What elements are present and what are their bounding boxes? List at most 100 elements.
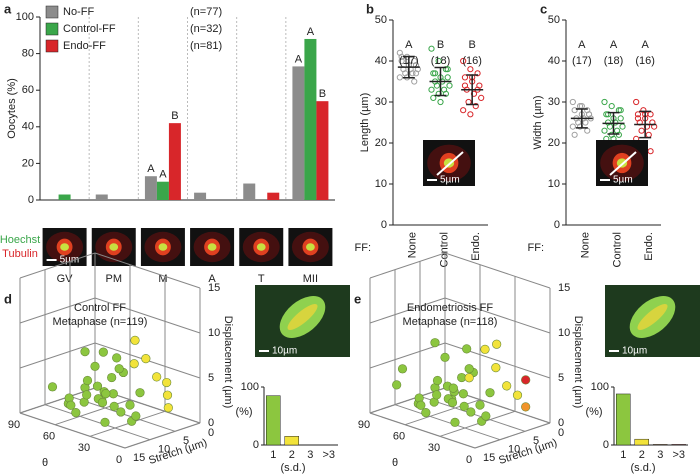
dot <box>472 103 479 110</box>
panel-label: a <box>4 1 12 16</box>
point <box>162 390 173 400</box>
grid-line <box>19 252 96 279</box>
group-letter: B <box>437 39 444 51</box>
grid-line <box>44 404 151 441</box>
scale-bar-label: 10µm <box>622 346 647 357</box>
chromosomes <box>637 304 668 330</box>
point <box>100 417 110 427</box>
grid-line <box>439 410 516 437</box>
y-axis-label: Width (µm) <box>532 95 544 149</box>
y-tick-label: 30 <box>548 96 560 108</box>
dot <box>460 57 467 65</box>
point <box>116 407 126 417</box>
chart-title: Control FF <box>74 302 126 314</box>
y-tick-label: 60 <box>22 84 34 96</box>
chromatin <box>109 243 119 251</box>
bar <box>156 181 169 200</box>
legend-n: (n=81) <box>190 40 222 52</box>
y-tick-label: 10 <box>375 178 387 190</box>
dot <box>460 107 467 114</box>
point <box>114 364 124 374</box>
grid-line <box>19 342 96 369</box>
group-n: (18) <box>431 55 451 67</box>
x-tick-label: 0 <box>466 454 472 466</box>
dot <box>576 123 584 130</box>
dot <box>432 70 439 77</box>
dot <box>634 111 642 118</box>
grid-line <box>94 252 201 289</box>
y-tick-label: 40 <box>375 55 387 67</box>
y-tick-label: 30 <box>375 96 387 108</box>
dot <box>467 111 474 118</box>
y-tick-label: 0 <box>554 219 560 231</box>
panel-label: c <box>540 1 547 16</box>
group-letter: A <box>641 39 649 51</box>
x-axis-label: FF: <box>355 242 372 254</box>
dot <box>569 98 576 106</box>
z-axis-label: Displacement (µm) <box>222 316 234 409</box>
chart-subtitle: Metaphase (n=118) <box>403 316 498 328</box>
legend-n: (n=32) <box>190 23 222 35</box>
x-tick-label: 0 <box>116 454 122 466</box>
point <box>66 400 76 410</box>
point <box>397 364 408 374</box>
x-tick-label: Endo. <box>643 232 655 261</box>
point <box>47 382 58 392</box>
y-tick-label: 10 <box>158 444 170 456</box>
chromatin <box>60 243 69 251</box>
x-tick-label: >3 <box>672 449 685 461</box>
y-tick-label: 5 <box>183 435 189 447</box>
point <box>430 338 440 348</box>
bar <box>194 192 207 200</box>
z-axis-label: Displacement (µm) <box>572 316 584 409</box>
x-tick-label: M <box>158 273 167 285</box>
x-tick-label: 3 <box>307 449 313 461</box>
bar <box>304 38 317 201</box>
x-tick-label: T <box>258 273 265 285</box>
y-tick-label: 0 <box>558 427 564 439</box>
dot <box>619 123 626 130</box>
y-tick-label: 20 <box>22 157 34 169</box>
point <box>432 375 443 386</box>
grid-line <box>369 387 446 414</box>
error-bar <box>434 66 447 97</box>
dot <box>428 45 435 52</box>
dot <box>442 90 449 97</box>
point <box>107 372 117 383</box>
point <box>101 389 111 399</box>
point <box>491 363 501 373</box>
z-tick-label: 15 <box>208 282 220 294</box>
image-label: Hoechst <box>0 234 40 246</box>
grid-line <box>369 412 476 449</box>
group-letter: A <box>307 26 315 38</box>
group-letter: B <box>468 39 475 51</box>
y-tick-label: 15 <box>483 452 495 464</box>
bar <box>671 444 686 446</box>
x-tick-label: GV <box>57 273 74 285</box>
point <box>125 400 135 410</box>
error-bar <box>466 74 479 106</box>
dot <box>571 107 578 114</box>
dot <box>601 98 608 106</box>
dot <box>571 131 578 138</box>
x-axis-label: (s.d.) <box>280 462 305 474</box>
y-axis-label: (%) <box>585 406 602 418</box>
legend-label: Endo-FF <box>63 40 106 52</box>
z-tick-label: 15 <box>558 282 570 294</box>
y-axis-label: Length (µm) <box>359 93 371 153</box>
point <box>464 373 474 383</box>
grid-line <box>19 387 96 414</box>
point <box>109 401 119 411</box>
dot <box>569 123 576 130</box>
point <box>90 361 100 371</box>
point <box>492 339 502 349</box>
y-tick-label: 10 <box>508 444 520 456</box>
group-letter: A <box>295 53 303 65</box>
scale-bar-label: 5µm <box>440 175 460 186</box>
y-axis-label: Oocytes (%) <box>6 78 18 139</box>
error-bar <box>402 55 415 79</box>
x-tick-label: PM <box>106 273 123 285</box>
error-bar <box>607 111 620 135</box>
y-tick-label: 100 <box>241 381 259 393</box>
z-tick-label: 5 <box>558 372 564 384</box>
